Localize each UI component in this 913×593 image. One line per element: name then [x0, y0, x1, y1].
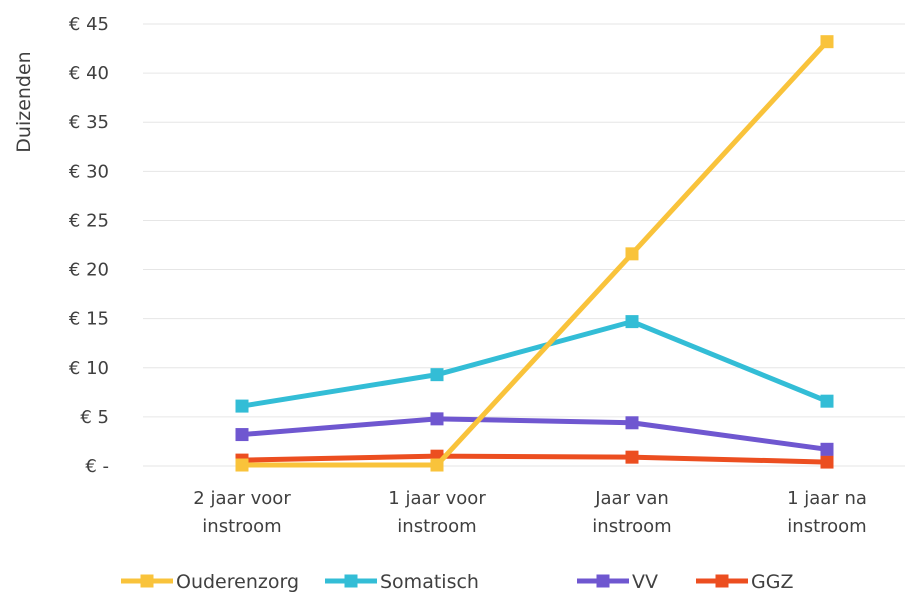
data-point-marker: [625, 315, 639, 329]
y-tick-label: € 20: [69, 260, 109, 281]
legend-label: GGZ: [751, 571, 793, 593]
legend-label: VV: [632, 571, 658, 593]
x-category-label: Jaar van instroom: [592, 488, 671, 537]
series-line: [239, 453, 830, 465]
y-axis-label: Duizenden: [13, 51, 35, 152]
data-point-marker: [430, 412, 444, 426]
data-point-marker: [820, 442, 834, 456]
gridlines: [143, 23, 905, 467]
x-category-label: 2 jaar voor instroom: [193, 488, 291, 537]
y-tick-label: € -: [85, 456, 109, 477]
y-axis-ticks: € - € 5 € 10 € 15 € 20 € 25 € 30 € 35 € 40 € 45: [69, 14, 109, 477]
series-ouderenzorg: [235, 35, 834, 472]
y-tick-label: € 15: [69, 309, 109, 330]
data-point-marker: [430, 458, 444, 472]
x-category-line: Jaar van: [594, 488, 669, 509]
data-point-marker: [235, 399, 249, 413]
x-category-line: 1 jaar voor: [388, 488, 486, 509]
y-tick-label: € 35: [69, 112, 109, 133]
x-category-line: 1 jaar na: [787, 488, 867, 509]
x-category-line: 2 jaar voor: [193, 488, 291, 509]
x-category-line: instroom: [202, 516, 281, 537]
legend-marker: [596, 574, 610, 588]
series-vv: [235, 412, 834, 456]
data-point-marker: [625, 450, 639, 464]
series-line: [239, 39, 830, 468]
legend-marker: [715, 574, 729, 588]
y-tick-label: € 10: [69, 358, 109, 379]
series-somatisch: [235, 315, 834, 413]
y-tick-label: € 25: [69, 210, 109, 231]
legend: Ouderenzorg Somatisch VV GGZ: [121, 571, 793, 593]
y-tick-label: € 45: [69, 14, 109, 35]
series-line: [239, 416, 830, 452]
x-category-line: instroom: [592, 516, 671, 537]
data-point-marker: [235, 428, 249, 442]
y-tick-label: € 30: [69, 161, 109, 182]
data-point-marker: [820, 35, 834, 49]
y-tick-label: € 40: [69, 63, 109, 84]
data-point-marker: [625, 416, 639, 430]
legend-item: Ouderenzorg: [121, 571, 299, 593]
x-category-label: 1 jaar voor instroom: [388, 488, 486, 537]
legend-label: Ouderenzorg: [176, 571, 299, 593]
data-point-marker: [820, 455, 834, 469]
y-tick-label: € 5: [80, 407, 109, 428]
data-point-marker: [235, 458, 249, 472]
legend-item: VV: [577, 571, 658, 593]
data-point-marker: [430, 368, 444, 382]
data-point-marker: [625, 247, 639, 261]
legend-item: GGZ: [696, 571, 793, 593]
x-category-label: 1 jaar na instroom: [787, 488, 867, 537]
x-category-line: instroom: [397, 516, 476, 537]
series-line: [239, 319, 830, 409]
data-point-marker: [820, 394, 834, 408]
legend-item: Somatisch: [325, 571, 479, 593]
legend-marker: [140, 574, 154, 588]
legend-label: Somatisch: [380, 571, 479, 593]
x-category-line: instroom: [787, 516, 866, 537]
legend-marker: [344, 574, 358, 588]
series-lines: [235, 35, 834, 472]
